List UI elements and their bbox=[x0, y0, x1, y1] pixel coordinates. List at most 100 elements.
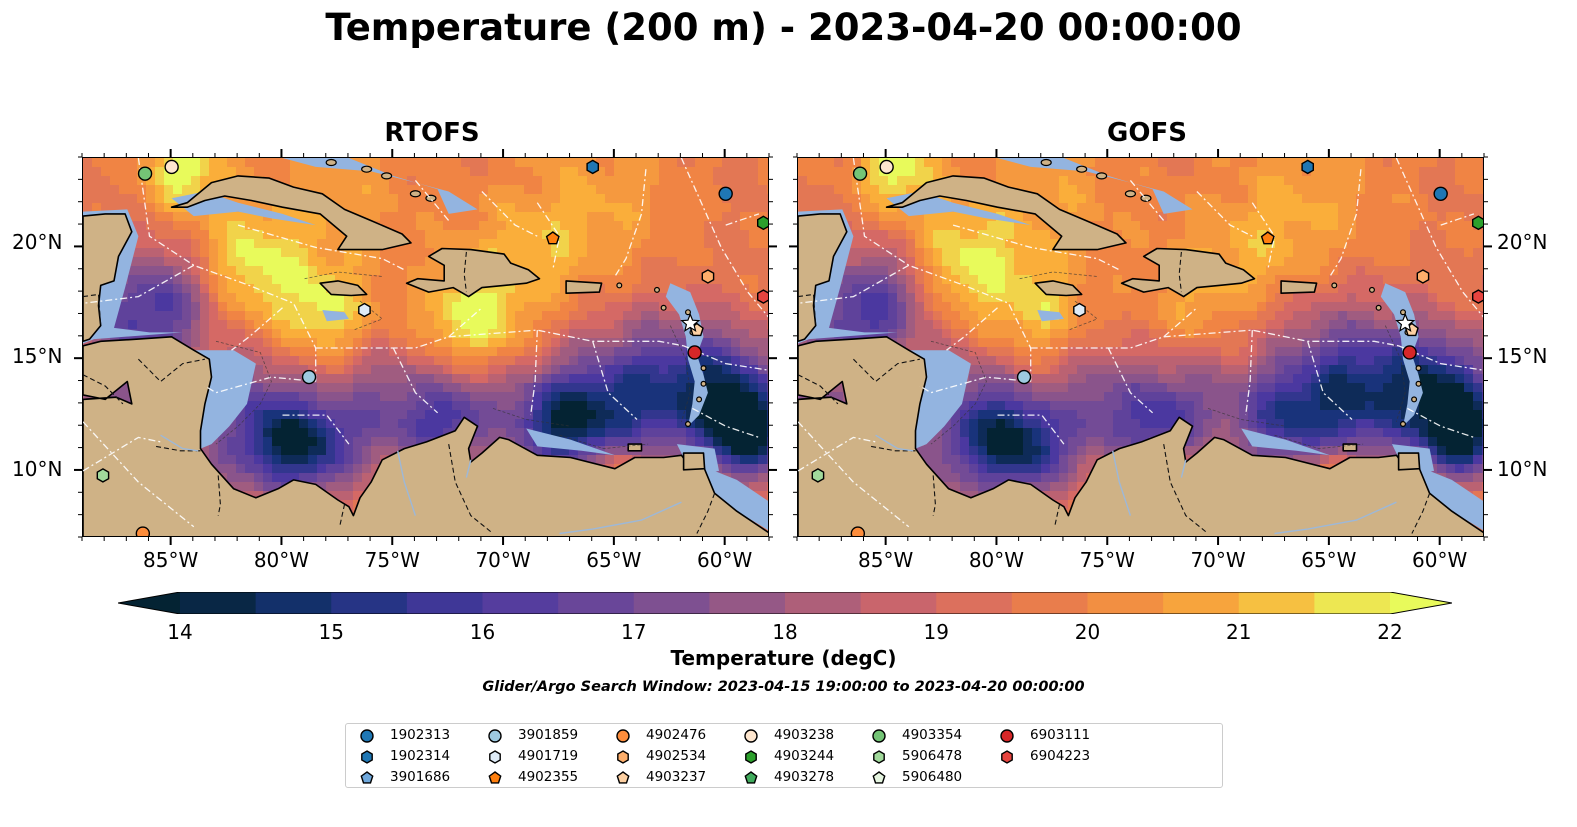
hexagon-marker-icon bbox=[489, 750, 501, 764]
float-4902355 bbox=[545, 231, 560, 245]
circle-marker-icon bbox=[360, 729, 374, 743]
colorbar-label: Temperature (degC) bbox=[670, 646, 897, 670]
lat-tick-20n-right: 20°N bbox=[1497, 230, 1548, 254]
float-5906478 bbox=[96, 468, 110, 483]
colorbar-tick-15: 15 bbox=[318, 620, 344, 644]
rtofs-map bbox=[82, 157, 769, 537]
legend-label: 1902314 bbox=[390, 748, 451, 764]
legend-label: 4903354 bbox=[902, 727, 963, 743]
float-4903238 bbox=[164, 159, 179, 175]
float-markers bbox=[811, 159, 1483, 536]
land-trinidad bbox=[682, 452, 706, 471]
colorbar-segment bbox=[1314, 592, 1391, 614]
circle-marker-icon bbox=[1000, 729, 1014, 743]
panel-title-rtofs: RTOFS bbox=[384, 118, 480, 148]
colorbar-segment bbox=[936, 592, 1013, 614]
legend-label: 6903111 bbox=[1030, 727, 1091, 743]
colorbar-segment bbox=[1087, 592, 1164, 614]
rivers bbox=[875, 434, 1397, 535]
hexagon-marker-icon bbox=[1001, 750, 1013, 764]
colorbar-tick-14: 14 bbox=[167, 620, 193, 644]
colorbar-tick-22: 22 bbox=[1377, 620, 1403, 644]
hexagon-marker-icon bbox=[745, 750, 757, 764]
figure-title: Temperature (200 m) - 2023-04-20 00:00:0… bbox=[325, 6, 1242, 49]
glider-star-marker bbox=[680, 312, 701, 332]
legend-label: 4902355 bbox=[518, 769, 579, 785]
pentagon-marker-icon bbox=[744, 771, 758, 784]
lon-tick-rtofs-60w: 60°W bbox=[697, 548, 753, 572]
colorbar-segment bbox=[1238, 592, 1315, 614]
float-4902476 bbox=[135, 526, 151, 536]
legend-label: 4901719 bbox=[518, 748, 579, 764]
rivers bbox=[160, 434, 682, 535]
float-markers bbox=[96, 159, 768, 536]
colorbar-segment bbox=[406, 592, 483, 614]
circle-marker-icon bbox=[616, 729, 630, 743]
float-3901859 bbox=[1016, 369, 1032, 385]
colorbar-tick-16: 16 bbox=[469, 620, 496, 644]
float-4903244 bbox=[757, 215, 768, 231]
pentagon-marker-icon bbox=[360, 771, 374, 784]
land-cuba bbox=[885, 175, 1127, 251]
float-5906478 bbox=[811, 468, 825, 483]
lon-tick-gofs-60w: 60°W bbox=[1412, 548, 1468, 572]
country-borders bbox=[798, 251, 1431, 534]
colorbar-segment bbox=[482, 592, 559, 614]
hexagon-marker-icon bbox=[873, 750, 885, 764]
panel-title-gofs: GOFS bbox=[1107, 118, 1187, 148]
colorbar-segment bbox=[558, 592, 635, 614]
land-venezuelaIsland bbox=[627, 443, 643, 452]
colorbar-tick-21: 21 bbox=[1226, 620, 1252, 644]
float-4903354 bbox=[852, 166, 868, 181]
land-trinidad bbox=[1397, 452, 1421, 471]
colorbar-segment bbox=[1011, 592, 1088, 614]
float-6904223 bbox=[757, 289, 768, 304]
colorbar-segment bbox=[709, 592, 786, 614]
lon-tick-rtofs-75w: 75°W bbox=[364, 548, 420, 572]
lat-tick-10n-left: 10°N bbox=[12, 457, 63, 481]
lon-tick-gofs-85w: 85°W bbox=[858, 548, 914, 572]
legend-label: 4902476 bbox=[646, 727, 707, 743]
land-hispaniola bbox=[1120, 247, 1256, 298]
float-3901859 bbox=[301, 369, 317, 385]
lon-tick-rtofs-80w: 80°W bbox=[253, 548, 310, 572]
lon-tick-gofs-70w: 70°W bbox=[1190, 548, 1246, 572]
lon-tick-rtofs-65w: 65°W bbox=[586, 548, 642, 572]
land-jamaica bbox=[1034, 280, 1083, 297]
bathymetry-contours bbox=[215, 271, 691, 450]
float-4903244 bbox=[1472, 215, 1483, 231]
pentagon-marker-icon bbox=[872, 771, 886, 784]
float-4902534 bbox=[1416, 269, 1430, 284]
legend-label: 4903237 bbox=[646, 769, 707, 785]
float-1902314 bbox=[1301, 159, 1314, 175]
lon-tick-gofs-65w: 65°W bbox=[1301, 548, 1357, 572]
circle-marker-icon bbox=[872, 729, 886, 743]
land-jamaica bbox=[319, 280, 368, 297]
colorbar-segment bbox=[1163, 592, 1240, 614]
colorbar-segment bbox=[633, 592, 710, 614]
land-puertoRico bbox=[565, 280, 603, 294]
colorbar-segment bbox=[331, 592, 408, 614]
circle-marker-icon bbox=[744, 729, 758, 743]
legend-label: 6904223 bbox=[1030, 748, 1091, 764]
land-areas bbox=[83, 158, 768, 536]
lon-tick-gofs-80w: 80°W bbox=[968, 548, 1025, 572]
legend-label: 1902313 bbox=[390, 727, 451, 743]
eez-boundaries bbox=[83, 158, 768, 528]
float-6903111 bbox=[1402, 345, 1417, 360]
colorbar-segment bbox=[785, 592, 862, 614]
land-hispaniola bbox=[405, 247, 541, 298]
float-4902476 bbox=[850, 526, 866, 536]
colorbar-tick-19: 19 bbox=[923, 620, 949, 644]
lon-tick-rtofs-85w: 85°W bbox=[143, 548, 199, 572]
land-venezuelaIsland bbox=[1342, 443, 1358, 452]
colorbar-extend-low bbox=[118, 592, 180, 614]
float-4901719 bbox=[1073, 302, 1086, 318]
pentagon-marker-icon bbox=[488, 771, 502, 784]
colorbar-tick-17: 17 bbox=[621, 620, 647, 644]
legend-label: 3901686 bbox=[390, 769, 451, 785]
lon-tick-gofs-75w: 75°W bbox=[1079, 548, 1135, 572]
lat-tick-15n-left: 15°N bbox=[12, 344, 63, 368]
gofs-map bbox=[797, 157, 1484, 537]
lon-tick-rtofs-70w: 70°W bbox=[475, 548, 531, 572]
